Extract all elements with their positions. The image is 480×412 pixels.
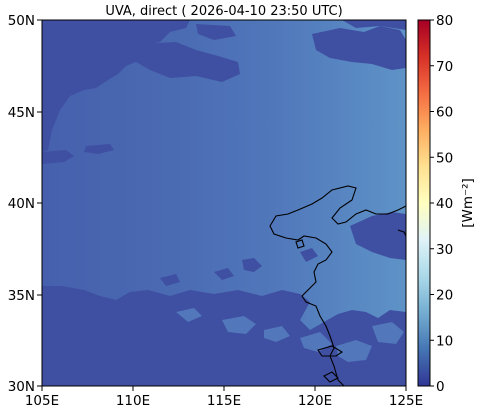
- lat-tick-marks: [37, 19, 42, 387]
- colorbar-tick-labels: 80 70 60 50 40 30 20 10 0: [436, 13, 453, 395]
- colorbar: 80 70 60 50 40 30 20 10 0 [Wm⁻²]: [417, 13, 476, 395]
- colorbar-label-30: 30: [436, 242, 453, 258]
- lat-label-35n: 35N: [8, 288, 35, 304]
- colorbar-label-20: 20: [436, 288, 453, 304]
- clear-gaps: [176, 308, 404, 362]
- lon-label-110e: 110E: [116, 393, 150, 409]
- coastline: [269, 185, 406, 386]
- lon-tick-marks: [41, 386, 407, 391]
- lon-label-125e: 125E: [389, 393, 423, 409]
- lon-label-120e: 120E: [298, 393, 332, 409]
- lat-label-45n: 45N: [8, 105, 35, 121]
- colorbar-label-60: 60: [436, 105, 453, 121]
- colorbar-unit-label: [Wm⁻²]: [460, 178, 476, 228]
- colorbar-label-0: 0: [436, 379, 445, 395]
- colorbar-label-70: 70: [436, 59, 453, 75]
- lat-tick-labels: 50N 45N 40N 35N 30N: [8, 13, 35, 395]
- lat-label-30n: 30N: [8, 379, 35, 395]
- lon-label-115e: 115E: [207, 393, 241, 409]
- map-panel: [42, 20, 406, 386]
- colorbar-label-10: 10: [436, 333, 453, 349]
- lon-tick-labels: 105E 110E 115E 120E 125E: [25, 393, 423, 409]
- cloud-regions: [42, 20, 406, 386]
- colorbar-tick-marks: [430, 19, 434, 387]
- colorbar-gradient: [417, 19, 431, 387]
- colorbar-label-80: 80: [436, 13, 453, 29]
- lon-label-105e: 105E: [25, 393, 59, 409]
- lat-label-40n: 40N: [8, 196, 35, 212]
- colorbar-label-40: 40: [436, 196, 453, 212]
- lat-label-50n: 50N: [8, 13, 35, 29]
- map-title: UVA, direct ( 2026-04-10 23:50 UTC): [105, 4, 342, 19]
- colorbar-label-50: 50: [436, 150, 453, 166]
